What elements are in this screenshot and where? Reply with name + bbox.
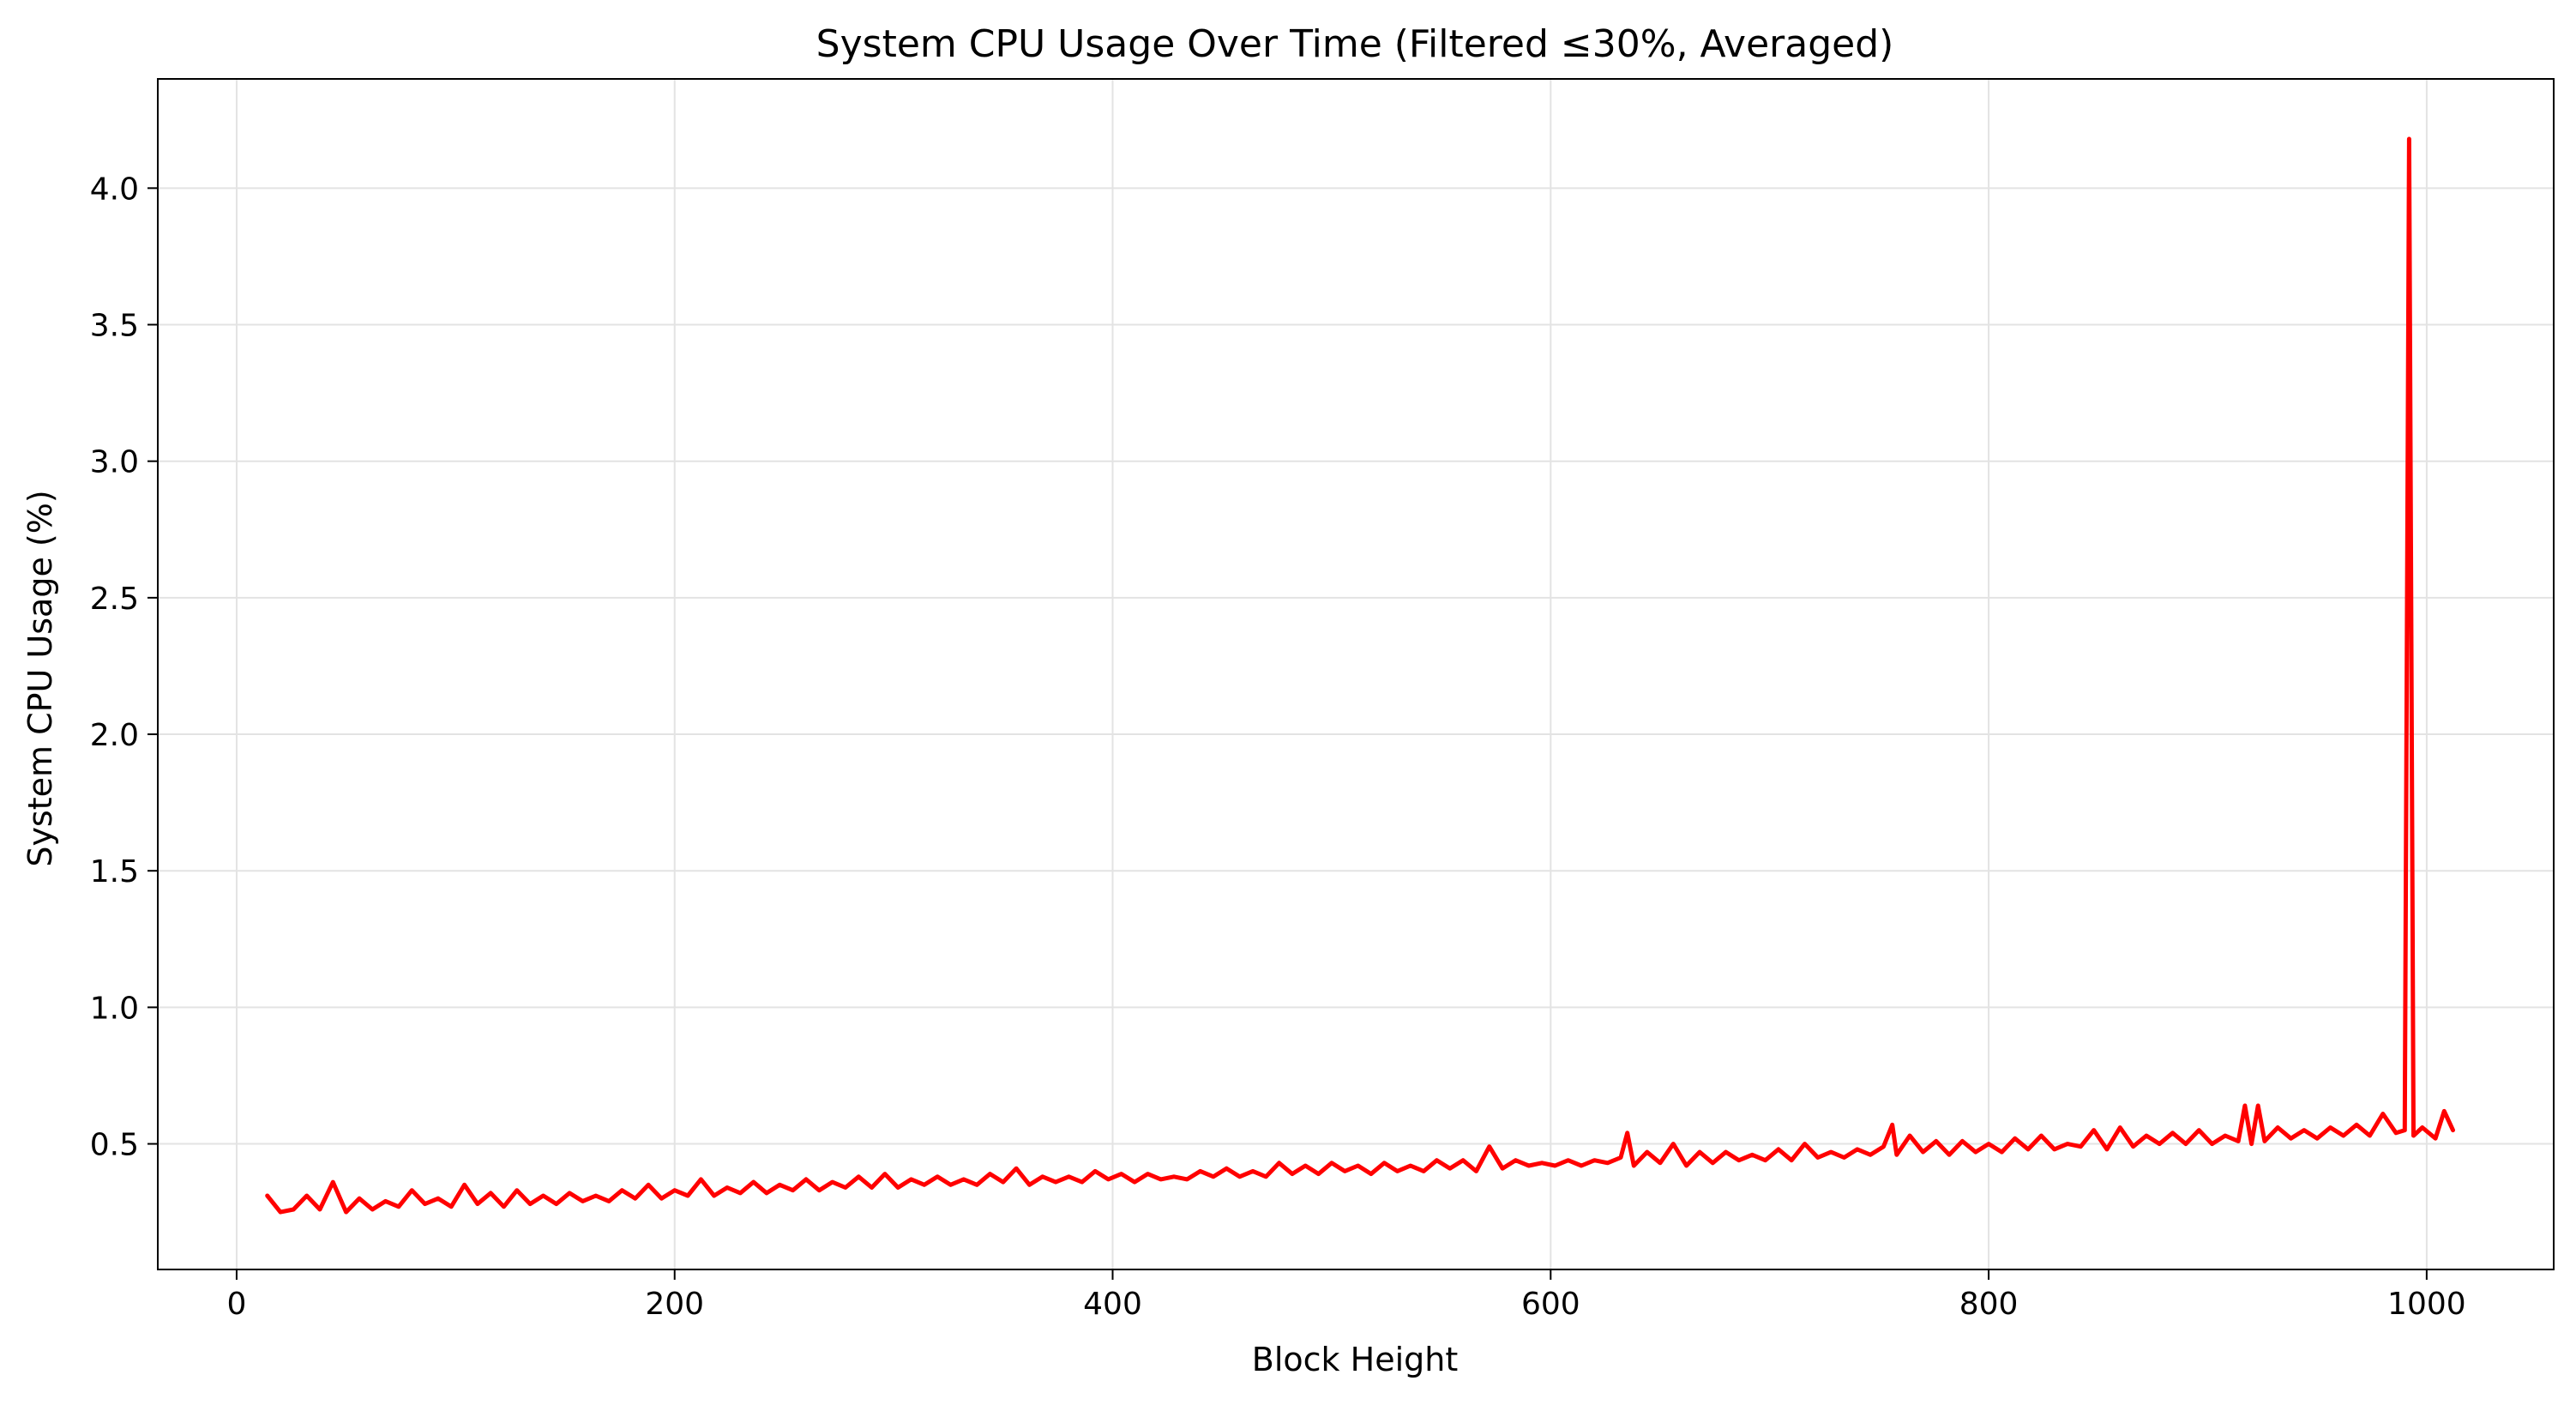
axes-layer bbox=[157, 78, 2555, 1270]
chart-title: System CPU Usage Over Time (Filtered ≤30… bbox=[816, 22, 1894, 66]
grid-layer bbox=[158, 79, 2554, 1269]
y-tick-label: 2.5 bbox=[90, 582, 139, 617]
plot-frame bbox=[157, 78, 2555, 1270]
x-tick-label: 600 bbox=[1521, 1287, 1580, 1322]
y-tick-label: 1.5 bbox=[90, 854, 139, 889]
y-axis-label: System CPU Usage (%) bbox=[21, 490, 59, 866]
x-tick-label: 0 bbox=[226, 1287, 246, 1322]
series-line-0 bbox=[265, 136, 2455, 1215]
x-axis-label: Block Height bbox=[1252, 1341, 1458, 1378]
y-tick-label: 3.0 bbox=[90, 445, 139, 480]
y-tick-label: 4.0 bbox=[90, 172, 139, 207]
x-tick-label: 400 bbox=[1083, 1287, 1142, 1322]
x-tick-label: 200 bbox=[645, 1287, 704, 1322]
x-tick-label: 1000 bbox=[2387, 1287, 2466, 1322]
y-tick-label: 2.0 bbox=[90, 718, 139, 753]
x-tick-label: 800 bbox=[1959, 1287, 2019, 1322]
series-layer bbox=[265, 136, 2455, 1215]
y-tick-label: 3.5 bbox=[90, 309, 139, 344]
y-axis-ticks: 0.5 1.0 1.5 2.0 2.5 3.0 3.5 4.0 bbox=[90, 172, 158, 1163]
y-tick-label: 0.5 bbox=[90, 1128, 139, 1163]
y-tick-label: 1.0 bbox=[90, 991, 139, 1026]
x-axis-ticks: 0 200 400 600 800 1000 bbox=[226, 1269, 2466, 1322]
